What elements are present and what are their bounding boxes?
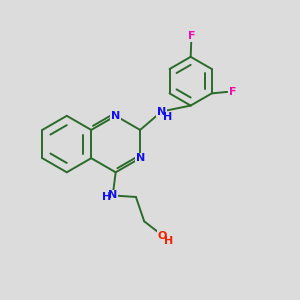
Text: N: N <box>111 111 120 121</box>
Text: N: N <box>108 190 117 200</box>
Text: H: H <box>101 192 111 202</box>
Text: N: N <box>136 153 145 163</box>
Text: N: N <box>157 106 166 116</box>
Text: H: H <box>164 236 173 246</box>
Text: F: F <box>188 31 195 41</box>
Text: H: H <box>164 112 173 122</box>
Text: O: O <box>158 231 167 241</box>
Text: F: F <box>229 87 236 97</box>
